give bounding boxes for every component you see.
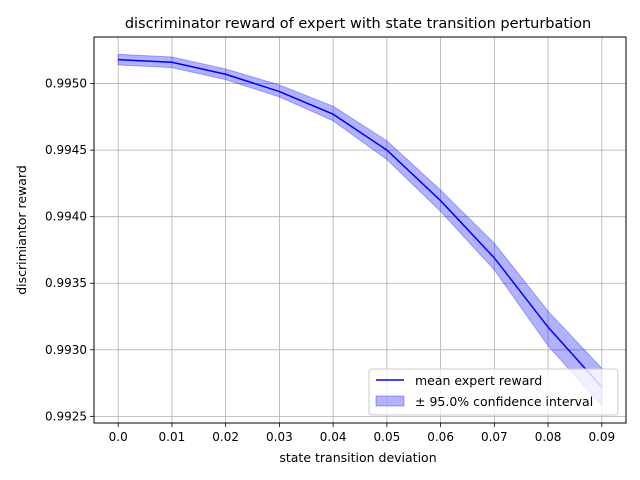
x-tick-label: 0.04 [320, 430, 347, 444]
chart-title: discriminator reward of expert with stat… [125, 16, 591, 32]
axis-ticks: 0.0 0.01 0.02 0.03 0.04 0.05 0.06 0.07 0.08 0.09 0… [45, 77, 615, 444]
x-tick-label: 0.07 [481, 430, 508, 444]
y-tick-label: 0.9930 [45, 343, 87, 357]
confidence-band-layer [117, 53, 603, 408]
x-axis-label: state transition deviation [279, 450, 436, 465]
mean-reward-line [118, 58, 603, 388]
x-tick-label: 0.02 [212, 430, 239, 444]
confidence-band [117, 53, 603, 408]
y-tick-label: 0.9940 [45, 210, 87, 224]
y-tick-label: 0.9935 [45, 276, 87, 290]
y-axis-label: discrimiantor reward [14, 165, 29, 295]
x-tick-label: 0.08 [535, 430, 562, 444]
x-tick-label: 0.01 [159, 430, 186, 444]
legend-box [368, 368, 619, 416]
x-tick-label: 0.0 [109, 430, 128, 444]
x-tick-label: 0.05 [374, 430, 401, 444]
plot-area-frame [93, 36, 627, 424]
y-tick-label: 0.9925 [45, 409, 87, 423]
y-tick-label: 0.9945 [45, 143, 87, 157]
legend-label-confidence: ± 95.0% confidence interval [415, 394, 593, 409]
y-tick-label: 0.9950 [45, 77, 87, 91]
mean-line-layer [118, 58, 603, 388]
legend-band-swatch [375, 395, 405, 407]
x-tick-label: 0.06 [427, 430, 454, 444]
legend: mean expert reward ± 95.0% confidence in… [368, 368, 619, 416]
legend-label-mean: mean expert reward [415, 373, 542, 388]
grid-lines [94, 37, 626, 423]
x-tick-label: 0.09 [588, 430, 615, 444]
x-tick-label: 0.03 [266, 430, 293, 444]
